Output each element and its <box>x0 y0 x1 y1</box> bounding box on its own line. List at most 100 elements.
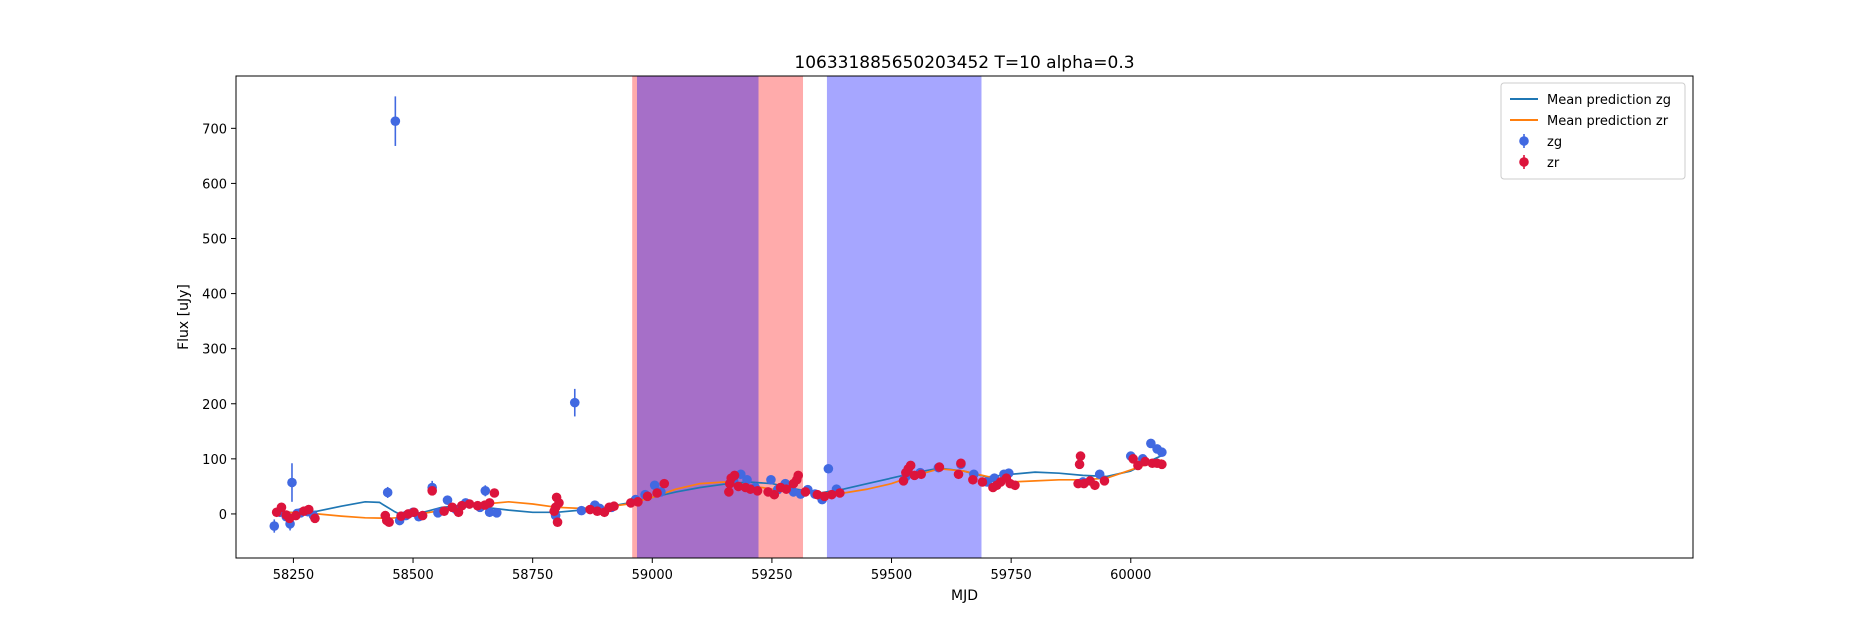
highlight-band <box>826 76 982 558</box>
data-point <box>384 517 394 527</box>
data-point <box>457 500 467 511</box>
series-zr <box>271 451 1167 527</box>
data-point <box>968 474 978 485</box>
y-tick-label: 600 <box>202 177 227 192</box>
data-point <box>484 498 495 508</box>
data-point <box>916 469 926 480</box>
data-point <box>819 491 830 502</box>
data-point <box>742 474 752 485</box>
data-point <box>953 469 964 480</box>
data-point <box>1146 438 1156 449</box>
data-point <box>826 489 837 500</box>
data-point <box>977 477 988 487</box>
data-point <box>781 484 792 494</box>
y-axis-label: Flux [uJy] <box>176 284 192 350</box>
data-point <box>724 487 734 497</box>
data-point <box>472 500 483 511</box>
y-tick-label: 400 <box>202 288 227 303</box>
legend-label: zr <box>1547 156 1560 171</box>
data-point <box>310 513 320 524</box>
data-point <box>898 476 909 486</box>
data-point <box>417 510 428 521</box>
data-point <box>625 498 636 508</box>
data-point <box>812 489 823 500</box>
data-point <box>554 498 564 508</box>
legend-label: Mean prediction zr <box>1547 114 1669 129</box>
plot-frame <box>235 75 1694 559</box>
data-points <box>269 96 1167 533</box>
data-point <box>585 504 595 515</box>
data-point <box>480 485 491 496</box>
data-point <box>442 495 453 505</box>
data-point <box>956 458 966 469</box>
data-point <box>905 460 916 471</box>
data-point <box>1094 469 1105 480</box>
data-point <box>609 501 619 512</box>
data-point <box>1010 480 1020 491</box>
data-point <box>652 488 662 498</box>
x-tick-label: 59250 <box>751 568 792 583</box>
data-point <box>409 507 419 518</box>
x-tick-label: 58750 <box>512 568 553 583</box>
x-axis-label: MJD <box>951 588 978 604</box>
y-tick-label: 300 <box>202 343 227 358</box>
data-point <box>276 502 287 513</box>
data-point <box>576 505 587 516</box>
data-point <box>1090 480 1100 491</box>
legend-label: Mean prediction zg <box>1547 93 1671 108</box>
data-point <box>552 517 563 527</box>
data-point <box>649 480 660 491</box>
x-tick-label: 58250 <box>273 568 314 583</box>
data-point <box>729 470 740 481</box>
legend-box <box>1500 82 1686 180</box>
x-tick-label: 60000 <box>1110 568 1151 583</box>
data-point <box>592 506 603 516</box>
y-tick-label: 200 <box>202 398 227 413</box>
data-point <box>642 491 653 502</box>
data-point <box>427 485 437 496</box>
data-point <box>464 499 475 509</box>
data-point <box>1157 459 1167 470</box>
chart-title: 106331885650203452 T=10 alpha=0.3 <box>794 53 1134 73</box>
data-point <box>823 463 834 474</box>
data-point <box>287 477 297 488</box>
data-point <box>1133 460 1143 471</box>
x-tick-label: 58500 <box>392 568 433 583</box>
y-tick-label: 0 <box>219 508 227 523</box>
data-point <box>745 484 756 494</box>
data-point <box>800 487 811 497</box>
y-axis-ticks: 0 100 200 300 400 500 600 700 <box>202 122 236 523</box>
data-point <box>439 506 449 516</box>
legend-marker-swatch <box>1519 157 1529 167</box>
data-point <box>390 116 401 126</box>
data-point <box>752 485 763 496</box>
x-tick-label: 59500 <box>871 568 912 583</box>
y-tick-label: 100 <box>202 453 227 468</box>
legend-marker-swatch <box>1519 136 1529 146</box>
data-point <box>769 489 780 500</box>
data-point <box>1157 447 1167 458</box>
x-axis-ticks: 58250 58500 58750 59000 59250 59500 59750 60000 <box>273 558 1151 583</box>
data-point <box>303 504 314 515</box>
data-point <box>934 462 945 472</box>
data-point <box>733 481 744 492</box>
data-point <box>569 397 580 408</box>
y-tick-label: 700 <box>202 122 227 137</box>
data-point <box>1074 459 1085 470</box>
data-point <box>489 488 500 498</box>
data-point <box>659 478 670 489</box>
legend: Mean prediction zg Mean prediction zr zg zr <box>1500 82 1686 180</box>
data-point <box>382 487 393 498</box>
x-tick-label: 59750 <box>990 568 1031 583</box>
data-point <box>793 470 804 481</box>
data-point <box>491 508 502 518</box>
data-point <box>1099 476 1110 486</box>
data-point <box>766 474 776 485</box>
data-point <box>1075 451 1086 461</box>
legend-label: zg <box>1547 135 1562 150</box>
data-point <box>269 521 280 531</box>
data-point <box>484 507 495 518</box>
data-point <box>1140 456 1150 467</box>
x-tick-label: 59000 <box>632 568 673 583</box>
